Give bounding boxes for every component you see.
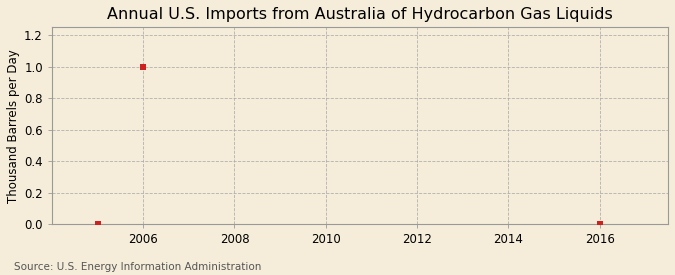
Title: Annual U.S. Imports from Australia of Hydrocarbon Gas Liquids: Annual U.S. Imports from Australia of Hy… bbox=[107, 7, 613, 22]
Y-axis label: Thousand Barrels per Day: Thousand Barrels per Day bbox=[7, 49, 20, 202]
Text: Source: U.S. Energy Information Administration: Source: U.S. Energy Information Administ… bbox=[14, 262, 261, 272]
